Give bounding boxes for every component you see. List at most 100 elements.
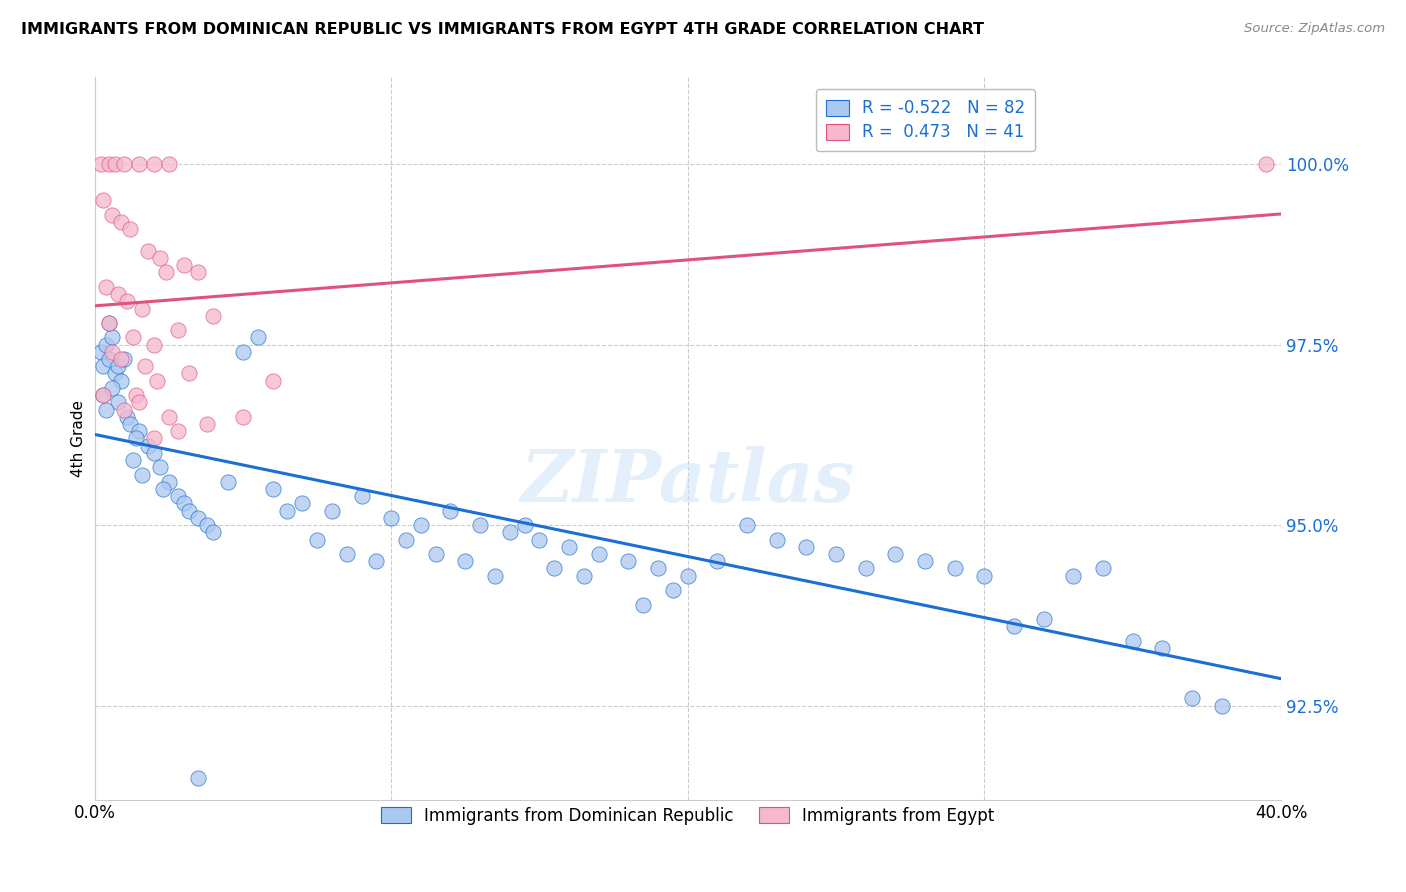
Y-axis label: 4th Grade: 4th Grade [72,400,86,477]
Point [89,157,111,171]
Point [195,417,218,431]
Point [93,193,115,207]
Point [973,568,995,582]
Point [104,157,127,171]
Point [633,598,655,612]
Point [1062,568,1084,582]
Point [125,388,148,402]
Point [246,330,269,344]
Point [120,417,142,431]
Point [96,280,118,294]
Point [195,518,218,533]
Point [187,771,209,785]
Point [336,547,359,561]
Point [157,409,180,424]
Point [173,258,195,272]
Point [1032,612,1054,626]
Point [454,554,477,568]
Point [146,374,169,388]
Point [128,157,150,171]
Point [572,568,595,582]
Point [1181,691,1204,706]
Point [104,367,127,381]
Point [166,489,188,503]
Point [128,395,150,409]
Point [120,222,142,236]
Point [676,568,699,582]
Point [187,511,209,525]
Point [89,344,111,359]
Point [1211,698,1233,713]
Point [232,409,254,424]
Point [101,381,124,395]
Point [157,157,180,171]
Point [93,359,115,374]
Point [321,504,343,518]
Point [647,561,669,575]
Point [529,533,551,547]
Point [855,561,877,575]
Point [110,215,132,229]
Point [735,518,758,533]
Point [173,496,195,510]
Point [1091,561,1114,575]
Point [149,460,172,475]
Point [122,453,145,467]
Point [122,330,145,344]
Point [305,533,328,547]
Point [1256,157,1278,171]
Point [96,337,118,351]
Point [1122,633,1144,648]
Text: ZIPatlas: ZIPatlas [520,446,855,517]
Point [468,518,491,533]
Point [884,547,907,561]
Legend: Immigrants from Dominican Republic, Immigrants from Egypt: Immigrants from Dominican Republic, Immi… [371,797,1004,835]
Point [98,157,121,171]
Point [617,554,640,568]
Point [943,561,966,575]
Point [93,388,115,402]
Point [202,525,225,540]
Point [107,359,129,374]
Point [157,475,180,489]
Point [366,554,388,568]
Point [149,251,172,265]
Point [262,374,284,388]
Point [166,424,188,438]
Point [395,533,418,547]
Point [825,547,848,561]
Point [1002,619,1025,633]
Text: Source: ZipAtlas.com: Source: ZipAtlas.com [1244,22,1385,36]
Point [142,337,165,351]
Point [152,482,174,496]
Point [914,554,936,568]
Point [1152,640,1174,655]
Point [706,554,728,568]
Point [142,432,165,446]
Point [765,533,787,547]
Point [101,344,124,359]
Point [115,294,138,309]
Point [291,496,314,510]
Point [543,561,565,575]
Point [125,432,148,446]
Point [439,504,461,518]
Point [425,547,447,561]
Point [112,157,135,171]
Point [110,352,132,367]
Point [112,402,135,417]
Point [166,323,188,337]
Point [131,467,153,482]
Point [98,352,121,367]
Point [128,424,150,438]
Point [107,395,129,409]
Point [484,568,506,582]
Point [588,547,610,561]
Point [179,504,201,518]
Point [93,388,115,402]
Point [276,504,298,518]
Point [110,374,132,388]
Point [513,518,536,533]
Point [232,344,254,359]
Point [136,244,159,258]
